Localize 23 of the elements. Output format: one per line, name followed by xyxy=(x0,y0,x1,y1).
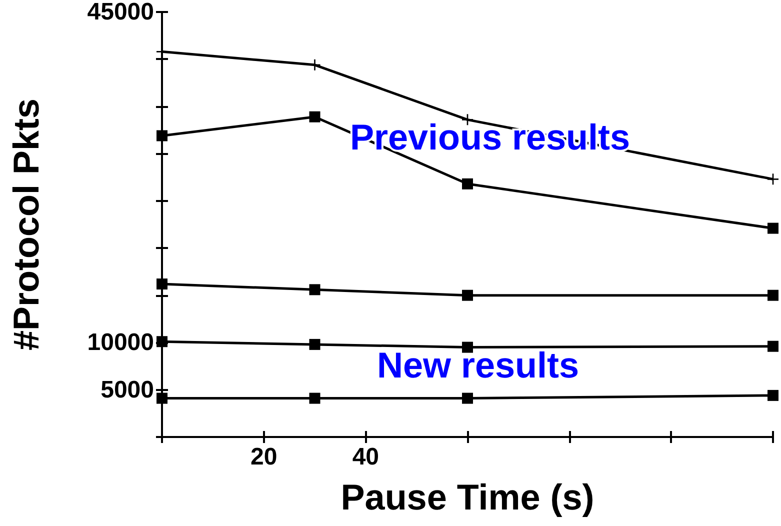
point xyxy=(156,130,168,142)
point xyxy=(156,392,168,404)
annotation: New results xyxy=(376,344,580,386)
point xyxy=(768,290,778,301)
point xyxy=(768,222,778,234)
x-axis-title: Pause Time (s) xyxy=(340,476,594,518)
x-tick-label: 20 xyxy=(250,444,278,470)
point xyxy=(462,178,473,190)
point xyxy=(768,174,778,185)
point xyxy=(768,390,778,401)
x-tick-label: 40 xyxy=(352,444,380,470)
y-tick-label: 10000 xyxy=(87,329,154,356)
point xyxy=(462,290,473,301)
point xyxy=(156,278,168,290)
y-tick-label: 45000 xyxy=(87,0,154,26)
point xyxy=(309,111,320,122)
point xyxy=(768,340,778,352)
y-axis-title: #Protocol Pkts xyxy=(6,98,46,351)
point xyxy=(309,284,320,296)
point xyxy=(309,392,320,404)
point xyxy=(462,392,473,404)
y-tick-label: 5000 xyxy=(100,376,154,404)
point xyxy=(309,338,320,350)
